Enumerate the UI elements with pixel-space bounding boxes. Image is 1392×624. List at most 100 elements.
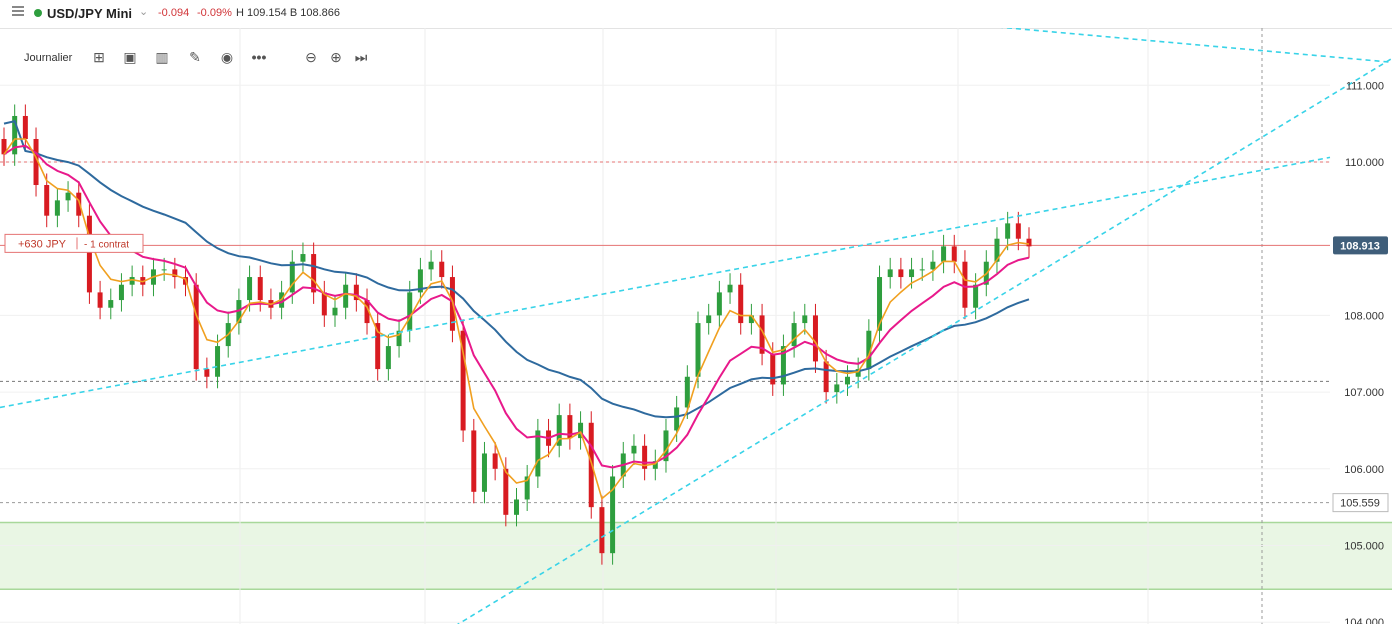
candle-body [1015, 223, 1021, 239]
position-size: - 1 contrat [84, 239, 129, 250]
candle-body [321, 292, 327, 316]
candle-body [118, 284, 124, 301]
candle-body [129, 277, 135, 285]
candle-body [652, 461, 658, 469]
trendline-top [1000, 28, 1392, 64]
market-open-indicator [34, 9, 42, 17]
candle-body [161, 269, 167, 271]
pencil-icon[interactable]: ✎ [189, 49, 201, 65]
instrument-header: USD/JPY Mini ⌄ -0.094 -0.09% H 109.154 B… [0, 0, 1392, 29]
candle-body [76, 192, 82, 216]
current-price-tag [1333, 236, 1388, 255]
candle-body [332, 307, 338, 316]
candle-body [663, 430, 669, 462]
y-axis-tick-label: 111.000 [1346, 80, 1384, 92]
scroll-end-icon[interactable]: ⏭ [354, 49, 368, 65]
bars-icon[interactable]: ▥ [155, 49, 169, 65]
crosshair-icon[interactable]: ⊞ [93, 49, 105, 65]
chart-toolbar: Journalier ⊞ ▣ ▥ ✎ ◉ ••• ⊖ ⊕ ⏭ [0, 44, 400, 72]
candle-body [866, 330, 872, 370]
candle-body [492, 453, 498, 469]
y-axis-tick-label: 105.000 [1344, 541, 1384, 553]
candle-body [973, 284, 979, 308]
candle-body [514, 499, 519, 515]
candle-body [631, 445, 637, 454]
current-price-label: 108.913 [1340, 240, 1380, 252]
candle-body [353, 284, 359, 301]
candle-body [396, 330, 402, 347]
trendline-upper [0, 156, 1331, 409]
candle-body [919, 269, 925, 271]
price-chart[interactable]: 111.000 110.000 108.000 107.000 106.000 105.0… [0, 28, 1392, 624]
candle-body [1, 138, 7, 155]
support-zone [0, 522, 1392, 590]
candle-body [257, 277, 263, 301]
high-low: H 109.154 B 108.866 [236, 7, 340, 19]
candle-body [22, 115, 28, 139]
candle-body [791, 323, 797, 347]
candle-body [812, 315, 818, 362]
candle-body [748, 315, 754, 324]
candle-body [706, 315, 712, 324]
candle-body [695, 323, 701, 377]
chevron-down-icon[interactable]: ⌄ [139, 6, 149, 18]
zoom-in-icon[interactable]: ⊕ [330, 49, 342, 65]
candle-body [951, 246, 957, 262]
candle-body [855, 369, 861, 377]
candle-body [97, 292, 103, 308]
candle-body [417, 269, 423, 293]
candle-body [674, 407, 680, 431]
y-axis-tick-label: 108.000 [1344, 310, 1384, 322]
candle-body [54, 200, 60, 216]
candle-body [428, 261, 434, 270]
candle-body [375, 323, 381, 370]
period-selector[interactable]: Journalier [24, 52, 73, 64]
price-change: -0.094 [158, 7, 190, 19]
candle-body [44, 185, 50, 216]
candle-body [994, 238, 1000, 262]
candle-body [247, 277, 253, 301]
zoom-out-icon[interactable]: ⊖ [305, 49, 317, 65]
candle-body [343, 284, 349, 308]
candle-body [471, 430, 477, 492]
candle-body [86, 215, 92, 293]
candle-body [759, 315, 765, 354]
candle-body [770, 353, 776, 385]
candle-body [738, 284, 744, 324]
candle-body [12, 115, 18, 155]
candle-body [780, 346, 786, 385]
support-price-tag [1332, 493, 1389, 513]
candle-body [941, 246, 947, 262]
eye-icon[interactable]: ◉ [220, 49, 234, 65]
candle-body [364, 300, 370, 324]
candle-body [684, 376, 690, 408]
candle-body [727, 284, 733, 293]
candle-body [887, 269, 893, 278]
y-axis-tick-label: 107.000 [1344, 387, 1384, 399]
more-icon[interactable]: ••• [251, 49, 267, 65]
y-axis-tick-label: 110.000 [1345, 157, 1384, 169]
candle-body [716, 292, 722, 316]
candle-body [460, 330, 466, 431]
candle-body [407, 292, 413, 331]
candle-body [215, 346, 221, 377]
y-axis-tick-label: 104.000 [1344, 617, 1384, 624]
menu-icon[interactable] [12, 6, 24, 16]
trendline-lower [456, 57, 1392, 624]
instrument-symbol[interactable]: USD/JPY Mini [47, 6, 133, 21]
candle-body [834, 384, 840, 393]
candle-body [193, 284, 199, 370]
candle-body [1005, 223, 1011, 239]
candle-body [289, 261, 295, 293]
candle-body [578, 422, 584, 439]
ema-mid-line [3, 144, 1030, 469]
candle-body [33, 138, 39, 186]
candle-body [898, 269, 904, 278]
candle-body [524, 476, 530, 500]
position-pnl: +630 JPY [18, 238, 67, 250]
candle-body [877, 277, 883, 331]
layout-icon[interactable]: ▣ [123, 49, 137, 65]
candle-body [503, 468, 509, 515]
candle-body [802, 315, 808, 324]
y-axis-tick-label: 106.000 [1344, 464, 1384, 476]
